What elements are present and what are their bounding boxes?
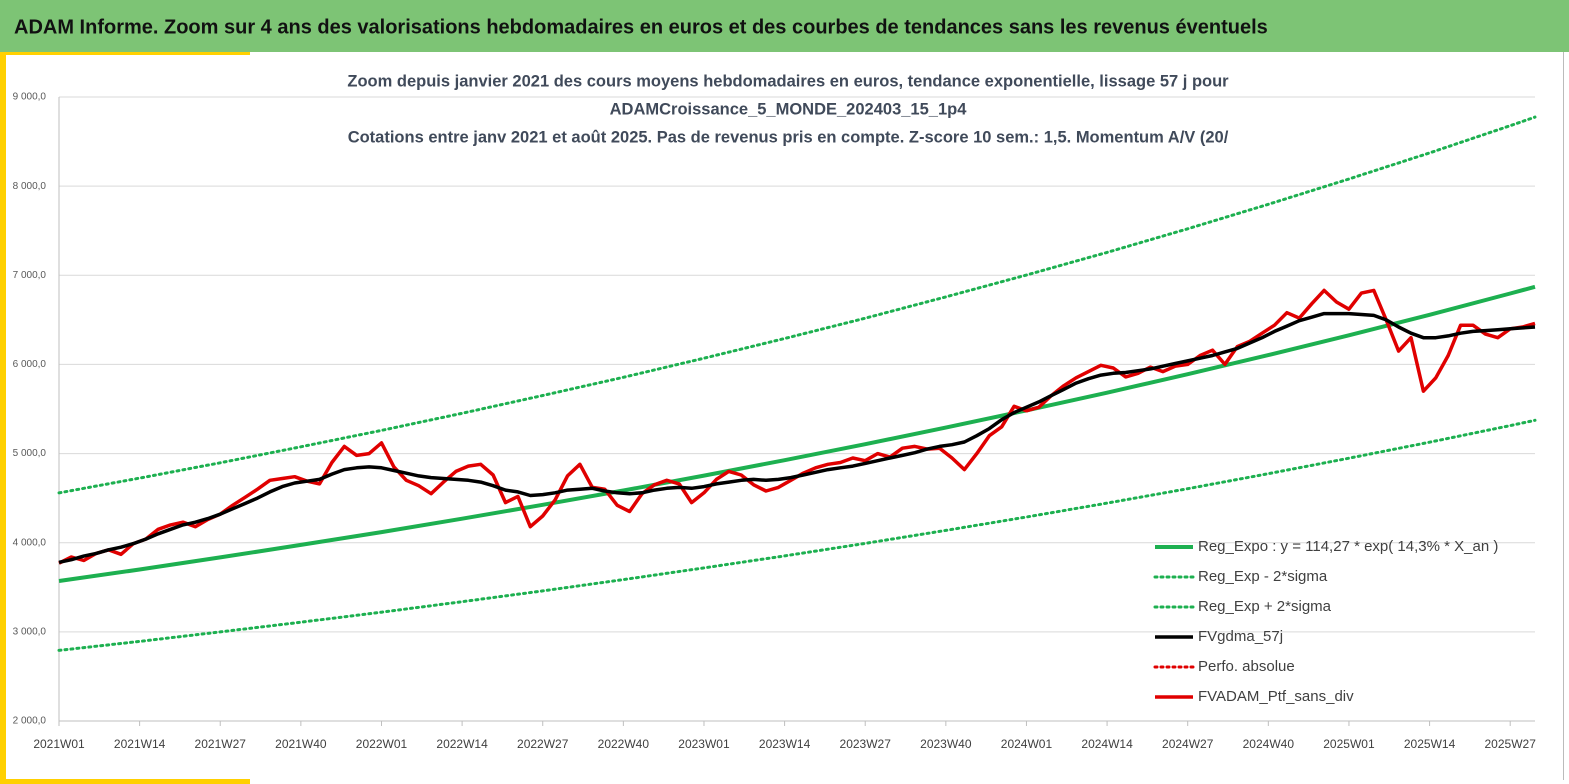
x-tick-label: 2021W01: [33, 737, 85, 751]
banner: [0, 0, 1569, 52]
x-tick-label: 2025W27: [1485, 737, 1537, 751]
accent-top: [0, 52, 250, 55]
chart-title: Zoom depuis janvier 2021 des cours moyen…: [347, 72, 1229, 90]
legend-label: Perfo. absolue: [1198, 658, 1295, 675]
accent-bottom: [0, 779, 250, 784]
y-tick-label: 9 000,0: [13, 92, 47, 103]
x-tick-label: 2022W01: [356, 737, 408, 751]
x-tick-label: 2025W14: [1404, 737, 1456, 751]
x-tick-label: 2025W01: [1323, 737, 1375, 751]
frame: [1563, 52, 1564, 780]
y-tick-label: 8 000,0: [13, 181, 47, 192]
chart-title: Cotations entre janv 2021 et août 2025. …: [348, 128, 1229, 146]
x-tick-label: 2021W27: [195, 737, 247, 751]
y-tick-label: 6 000,0: [13, 359, 47, 370]
x-tick-label: 2024W27: [1162, 737, 1214, 751]
y-tick-label: 2 000,0: [13, 716, 47, 727]
y-tick-label: 4 000,0: [13, 537, 47, 548]
series-line: [58, 288, 1536, 565]
x-tick-label: 2023W14: [759, 737, 811, 751]
legend-label: Reg_Exp - 2*sigma: [1198, 568, 1328, 585]
y-tick-label: 5 000,0: [13, 448, 47, 459]
x-tick-label: 2022W40: [598, 737, 650, 751]
x-tick-label: 2023W40: [920, 737, 972, 751]
x-tick-label: 2024W40: [1243, 737, 1295, 751]
legend-label: FVADAM_Ptf_sans_div: [1198, 688, 1354, 705]
x-tick-label: 2022W27: [517, 737, 569, 751]
chart-title: ADAMCroissance_5_MONDE_202403_15_1p4: [610, 100, 968, 118]
series-line: [58, 311, 1536, 565]
y-tick-label: 7 000,0: [13, 270, 47, 281]
x-tick-label: 2024W14: [1081, 737, 1133, 751]
x-tick-label: 2022W14: [436, 737, 488, 751]
accent-left: [0, 52, 6, 784]
legend-label: Reg_Exp + 2*sigma: [1198, 598, 1332, 615]
x-tick-label: 2021W40: [275, 737, 327, 751]
banner-title: ADAM Informe. Zoom sur 4 ans des valoris…: [14, 16, 1268, 38]
x-tick-label: 2023W27: [840, 737, 892, 751]
legend-label: Reg_Expo : y = 114,27 * exp( 14,3% * X_a…: [1198, 538, 1498, 555]
x-tick-label: 2021W14: [114, 737, 166, 751]
series-line: [57, 418, 1537, 652]
series-line: [57, 115, 1537, 495]
y-tick-label: 3 000,0: [13, 626, 47, 637]
x-tick-label: 2023W01: [678, 737, 730, 751]
legend-label: FVgdma_57j: [1198, 628, 1283, 645]
series-line: [58, 284, 1536, 583]
x-tick-label: 2024W01: [1001, 737, 1053, 751]
